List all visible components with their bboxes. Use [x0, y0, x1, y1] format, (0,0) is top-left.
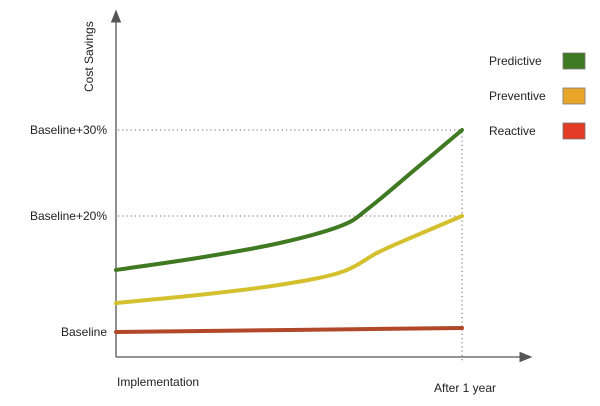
- legend-swatch-preventive: [562, 87, 586, 105]
- y-tick-label: Baseline+20%: [30, 209, 107, 223]
- series-line-reactive: [114, 325, 464, 334]
- legend-swatch-reactive: [562, 122, 586, 140]
- series-line-predictive: [114, 128, 464, 272]
- legend-label-predictive: Predictive: [489, 54, 542, 68]
- legend-swatch-predictive: [562, 52, 586, 70]
- legend-label-preventive: Preventive: [489, 89, 546, 103]
- series-line-preventive: [114, 214, 464, 305]
- y-tick-label: Baseline: [61, 325, 107, 339]
- y-tick-label: Baseline+30%: [30, 123, 107, 137]
- x-tick-label-implementation: Implementation: [117, 375, 199, 389]
- y-axis-label: Cost Savings: [82, 21, 96, 92]
- legend-label-reactive: Reactive: [489, 124, 536, 138]
- x-tick-label-after-1-year: After 1 year: [434, 381, 496, 395]
